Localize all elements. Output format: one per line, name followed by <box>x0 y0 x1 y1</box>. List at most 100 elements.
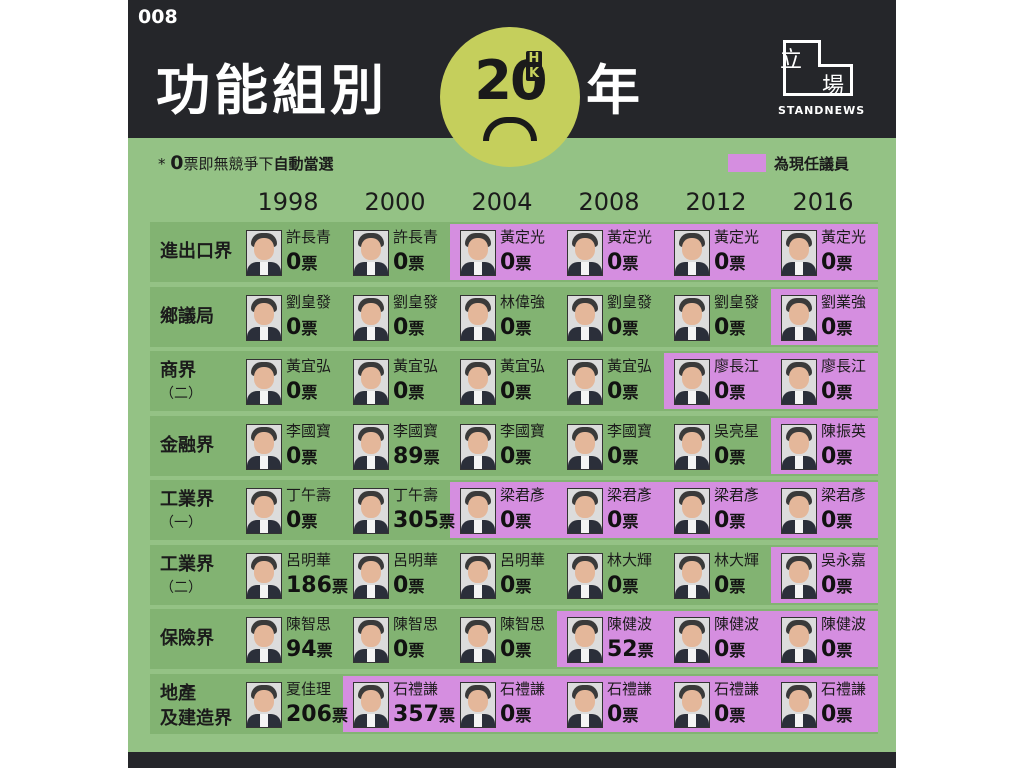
candidate-cell: 梁君彥 0票 <box>674 484 781 540</box>
vote-number: 0 <box>286 250 302 275</box>
vote-count: 0票 <box>607 573 638 598</box>
candidate-name: 黃宜弘 <box>286 357 332 375</box>
vote-number: 0 <box>714 250 730 275</box>
candidate-cell: 梁君彥 0票 <box>460 484 567 540</box>
candidate-cell: 李國寶 0票 <box>246 420 353 476</box>
vote-number: 0 <box>821 508 837 533</box>
sector-row: 工業界 （一） 丁午壽 0票 丁午壽 305票 梁君彥 0票 梁君彥 0票 梁君彥 0票 梁君彥 0票 <box>150 480 878 542</box>
candidate-portrait <box>674 553 710 599</box>
vote-number: 0 <box>500 637 516 662</box>
candidate-name: 夏佳理 <box>286 680 332 698</box>
vote-number: 0 <box>286 508 302 533</box>
candidate-cell: 呂明華 186票 <box>246 549 353 605</box>
vote-number: 0 <box>500 315 516 340</box>
vote-count: 0票 <box>821 444 852 469</box>
candidate-portrait <box>246 553 282 599</box>
candidate-portrait <box>460 682 496 728</box>
vote-number: 0 <box>607 573 623 598</box>
candidate-name: 劉皇發 <box>286 293 332 311</box>
vote-unit: 票 <box>729 383 746 402</box>
candidate-portrait <box>460 230 496 276</box>
legend: 為現任議員 <box>728 151 872 175</box>
candidate-name: 陳振英 <box>821 422 867 440</box>
vote-count: 0票 <box>607 702 638 727</box>
vote-number: 0 <box>607 379 623 404</box>
vote-unit: 票 <box>836 319 853 338</box>
vote-count: 0票 <box>714 637 745 662</box>
sector-label: 進出口界 <box>160 241 232 262</box>
note-prefix: * <box>158 155 171 173</box>
issue-number: 008 <box>138 6 178 28</box>
candidate-cell: 劉皇發 0票 <box>246 291 353 347</box>
vote-count: 0票 <box>500 702 531 727</box>
candidate-name: 丁午壽 <box>393 486 439 504</box>
candidate-name: 黃宜弘 <box>500 357 546 375</box>
candidate-portrait <box>674 295 710 341</box>
vote-unit: 票 <box>622 383 639 402</box>
candidate-portrait <box>460 424 496 470</box>
candidate-name: 梁君彥 <box>607 486 653 504</box>
candidate-portrait <box>353 488 389 534</box>
candidate-cell: 陳健波 0票 <box>781 613 888 669</box>
vote-unit: 票 <box>622 706 639 725</box>
candidate-cell: 許長青 0票 <box>353 226 460 282</box>
candidate-cell: 廖長江 0票 <box>781 355 888 411</box>
vote-count: 305票 <box>393 508 455 533</box>
candidate-cell: 陳智思 0票 <box>460 613 567 669</box>
candidate-portrait <box>246 617 282 663</box>
candidate-name: 黃定光 <box>500 228 546 246</box>
year-2012: 2012 <box>685 188 747 216</box>
vote-unit: 票 <box>729 512 746 531</box>
vote-number: 89 <box>393 444 424 469</box>
candidate-cell: 林偉強 0票 <box>460 291 567 347</box>
candidate-portrait <box>567 553 603 599</box>
candidate-portrait <box>460 553 496 599</box>
sector-label: 工業界 <box>160 489 214 510</box>
vote-unit: 票 <box>729 254 746 273</box>
vote-unit: 票 <box>515 577 532 596</box>
candidate-portrait <box>246 359 282 405</box>
brand-frame-icon <box>783 40 853 96</box>
candidate-cell: 劉皇發 0票 <box>567 291 674 347</box>
candidate-name: 丁午壽 <box>286 486 332 504</box>
candidate-portrait <box>781 488 817 534</box>
candidate-cell: 陳振英 0票 <box>781 420 888 476</box>
sector-row: 進出口界 許長青 0票 許長青 0票 黃定光 0票 黃定光 0票 黃定光 0票 黃定光 0票 <box>150 222 878 284</box>
vote-count: 0票 <box>607 444 638 469</box>
vote-count: 0票 <box>500 573 531 598</box>
candidate-portrait <box>567 617 603 663</box>
candidate-portrait <box>781 424 817 470</box>
vote-unit: 票 <box>729 641 746 660</box>
candidate-name: 李國寶 <box>286 422 332 440</box>
vote-count: 0票 <box>500 379 531 404</box>
candidate-name: 劉皇發 <box>393 293 439 311</box>
candidate-cell: 黃宜弘 0票 <box>246 355 353 411</box>
candidate-cell: 黃定光 0票 <box>460 226 567 282</box>
sector-row: 鄉議局 劉皇發 0票 劉皇發 0票 林偉強 0票 劉皇發 0票 劉皇發 0票 劉業強 0票 <box>150 287 878 349</box>
vote-unit: 票 <box>408 641 425 660</box>
vote-number: 0 <box>500 702 516 727</box>
candidate-cell: 吳亮星 0票 <box>674 420 781 476</box>
candidate-portrait <box>460 359 496 405</box>
vote-number: 0 <box>821 444 837 469</box>
vote-unit: 票 <box>622 448 639 467</box>
candidate-cell: 梁君彥 0票 <box>781 484 888 540</box>
candidate-cell: 陳健波 0票 <box>674 613 781 669</box>
candidate-name: 劉業強 <box>821 293 867 311</box>
logo-number: 20 <box>474 49 547 112</box>
candidate-name: 梁君彥 <box>714 486 760 504</box>
vote-unit: 票 <box>301 383 318 402</box>
sector-sublabel: （一） <box>160 515 202 531</box>
page-title: 功能組別 <box>156 59 388 122</box>
vote-number: 206 <box>286 702 332 727</box>
candidate-name: 李國寶 <box>393 422 439 440</box>
candidate-name: 陳智思 <box>393 615 439 633</box>
sector-row: 商界 （二） 黃宜弘 0票 黃宜弘 0票 黃宜弘 0票 黃宜弘 0票 廖長江 0票 廖長江 0票 <box>150 351 878 413</box>
candidate-name: 石禮謙 <box>714 680 760 698</box>
vote-count: 0票 <box>500 637 531 662</box>
candidate-cell: 黃定光 0票 <box>781 226 888 282</box>
vote-unit: 票 <box>331 577 348 596</box>
vote-unit: 票 <box>515 706 532 725</box>
candidate-portrait <box>781 682 817 728</box>
sector-sublabel: （二） <box>160 580 202 596</box>
